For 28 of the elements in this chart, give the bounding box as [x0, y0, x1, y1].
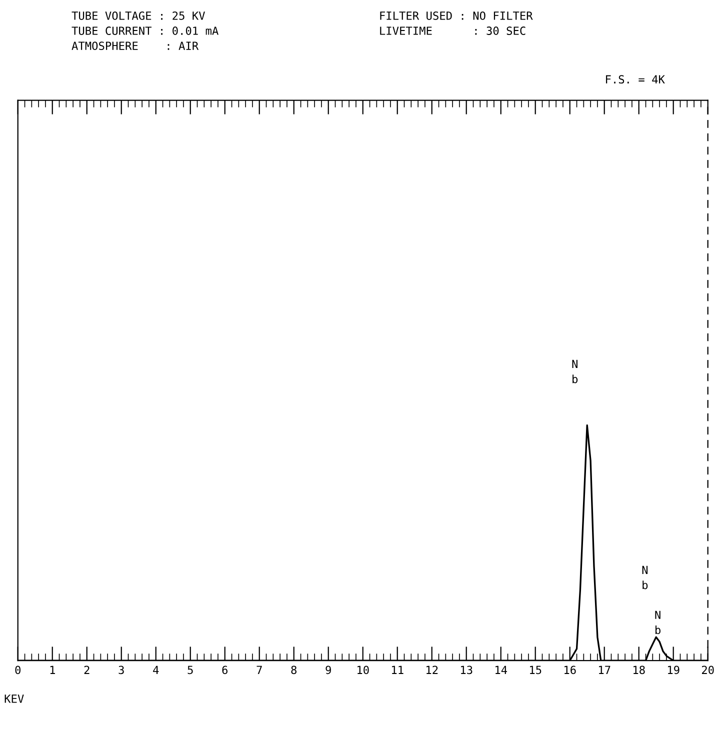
- x-tick-label: 9: [326, 666, 331, 674]
- annotation: N b: [642, 566, 648, 590]
- x-tick-label: 20: [702, 666, 714, 674]
- x-tick-label: 13: [461, 666, 472, 674]
- text: F.S. = 4K: [606, 75, 665, 84]
- x-tick-label: 7: [256, 666, 262, 674]
- x-tick-label: 14: [496, 666, 508, 674]
- x-tick-label: 1: [50, 666, 55, 674]
- x-tick-label: 19: [668, 666, 680, 674]
- x-tick-label: 4: [153, 666, 159, 674]
- x-tick-label: 2: [84, 666, 90, 674]
- text: TUBE VOLTAGE : 25 KV TUBE CURRENT : 0.01 mA ATMOSPHERE : AIR: [72, 11, 218, 50]
- x-tick-label: 10: [358, 666, 369, 674]
- annotation: N b: [655, 610, 660, 634]
- x-tick-label: 18: [634, 666, 645, 674]
- x-tick-label: 0: [15, 666, 20, 674]
- x-tick-label: 12: [426, 666, 438, 674]
- x-tick-label: 15: [530, 666, 542, 674]
- x-tick-label: 3: [118, 666, 124, 674]
- x-tick-label: 6: [222, 666, 228, 674]
- x-tick-label: 11: [392, 666, 404, 674]
- x-tick-label: 8: [291, 666, 296, 674]
- x-axis-title: KEV: [4, 694, 24, 703]
- text: N b: [572, 360, 578, 384]
- x-tick-label: 16: [564, 666, 576, 674]
- x-tick-label: 5: [188, 666, 193, 674]
- text: FILTER USED : NO FILTER LIVETIME : 30 SEC: [380, 11, 533, 35]
- x-tick-label: 17: [599, 666, 610, 674]
